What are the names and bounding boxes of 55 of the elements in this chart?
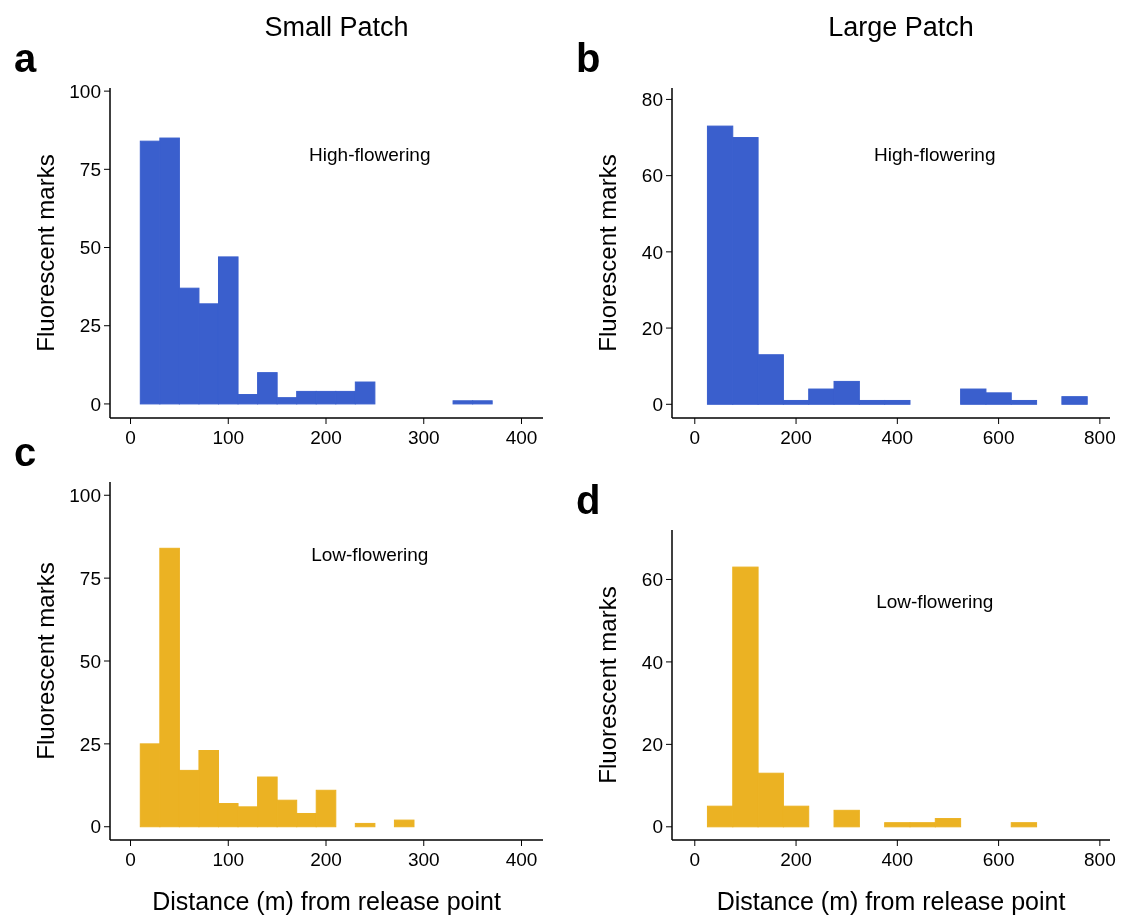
- x-tick-label: 200: [780, 427, 812, 448]
- y-tick-label: 20: [641, 317, 663, 339]
- y-tick-label: 40: [641, 241, 663, 263]
- y-tick-label: 75: [79, 567, 101, 589]
- y-axis-title: Fluorescent marks: [32, 154, 59, 352]
- x-tick-label: 300: [407, 427, 440, 448]
- y-tick-label: 25: [79, 733, 101, 755]
- x-tick-label: 0: [125, 427, 136, 448]
- x-tick-label: 200: [310, 849, 342, 870]
- y-tick-label: 50: [79, 650, 101, 672]
- y-axis-title: Fluorescent marks: [32, 562, 59, 760]
- y-tick-label: 0: [90, 816, 101, 838]
- x-tick-label: 100: [212, 849, 245, 870]
- x-tick-label: 200: [780, 849, 812, 870]
- x-tick-label: 800: [1084, 427, 1116, 448]
- chart-title: Small Patch: [264, 12, 409, 42]
- y-tick-label: 75: [79, 158, 101, 180]
- y-axis-title: Fluorescent marks: [594, 586, 621, 784]
- y-tick-label: 80: [641, 89, 663, 111]
- x-tick-label: 300: [407, 849, 440, 870]
- x-tick-label: 0: [689, 427, 701, 448]
- y-tick-label: 40: [641, 651, 663, 673]
- y-tick-label: 60: [641, 165, 663, 187]
- text: b: [576, 36, 601, 80]
- annotation: High-flowering: [874, 143, 996, 165]
- y-tick-label: 60: [641, 569, 663, 591]
- y-tick-label: 0: [90, 393, 101, 415]
- x-tick-label: 800: [1084, 849, 1116, 870]
- y-tick-label: 100: [69, 80, 101, 102]
- x-axis-title: Distance (m) from release point: [152, 887, 501, 915]
- x-tick-label: 0: [689, 849, 701, 870]
- y-tick-label: 100: [69, 484, 101, 506]
- x-tick-label: 400: [505, 849, 538, 870]
- x-tick-label: 100: [212, 427, 245, 448]
- x-tick-label: 600: [982, 427, 1015, 448]
- text: a: [14, 36, 37, 80]
- y-axis-title: Fluorescent marks: [594, 154, 621, 352]
- chart-title: Large Patch: [828, 12, 974, 42]
- x-tick-label: 400: [881, 849, 914, 870]
- x-axis-title: Distance (m) from release point: [716, 887, 1066, 915]
- text: c: [14, 430, 37, 474]
- y-tick-label: 50: [79, 237, 101, 259]
- y-tick-label: 0: [652, 393, 663, 415]
- y-tick-label: 0: [652, 816, 663, 838]
- x-tick-label: 400: [881, 427, 914, 448]
- annotation: High-flowering: [309, 143, 431, 165]
- y-tick-label: 20: [641, 734, 663, 756]
- x-tick-label: 0: [125, 849, 136, 870]
- annotation: Low-flowering: [876, 590, 994, 612]
- x-tick-label: 600: [982, 849, 1015, 870]
- text: d: [576, 478, 601, 522]
- y-tick-label: 25: [79, 315, 101, 337]
- x-tick-label: 400: [505, 427, 538, 448]
- x-tick-label: 200: [310, 427, 342, 448]
- annotation: Low-flowering: [311, 543, 429, 565]
